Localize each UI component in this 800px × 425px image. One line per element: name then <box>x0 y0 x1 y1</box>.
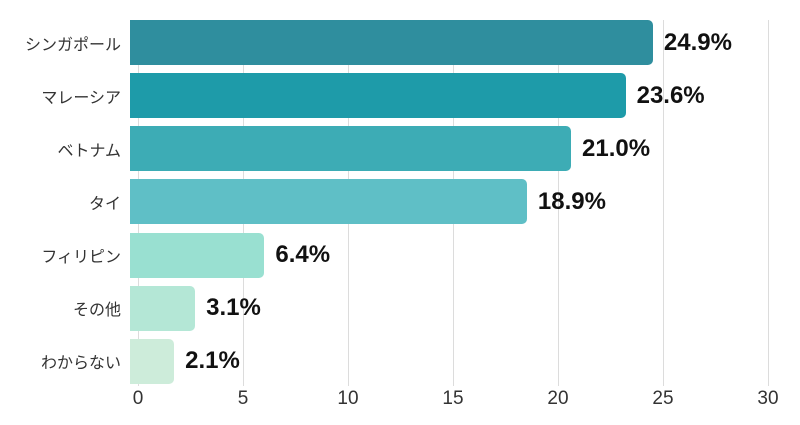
value-label: 18.9% <box>537 187 606 215</box>
category-label: ベトナム <box>57 142 121 160</box>
category-label: わからない <box>40 355 121 373</box>
bar <box>130 126 571 172</box>
bar-row: その他 3.1% <box>0 282 800 335</box>
value-label: 21.0% <box>582 134 651 162</box>
bar-track: 21.0% <box>130 126 760 172</box>
bar <box>130 232 265 278</box>
bar-row: フィリピン 6.4% <box>0 229 800 282</box>
gridline <box>768 20 769 386</box>
x-tick-label: 0 <box>132 388 144 409</box>
value-label: 3.1% <box>206 294 261 322</box>
x-tick-label: 20 <box>547 388 569 409</box>
category-label: シンガポール <box>24 36 121 54</box>
bar <box>130 179 527 225</box>
bar <box>130 73 626 119</box>
value-label: 23.6% <box>636 81 705 109</box>
rows: シンガポール 24.9% マレーシア 23.6% ベトナム 21.0% タイ 18.9% フィリ… <box>0 16 800 388</box>
category-label: マレーシア <box>41 89 121 107</box>
bar-track: 23.6% <box>130 73 760 119</box>
bar-row: シンガポール 24.9% <box>0 16 800 69</box>
value-label: 2.1% <box>185 347 240 375</box>
x-axis: 0 5 10 15 20 25 30 <box>0 386 800 418</box>
bar-row: タイ 18.9% <box>0 175 800 228</box>
bar-track: 24.9% <box>130 20 760 66</box>
gridline <box>558 20 559 386</box>
bar-track: 6.4% <box>130 232 760 278</box>
bar <box>130 285 196 331</box>
gridline <box>663 20 664 386</box>
x-tick-label: 10 <box>337 388 359 409</box>
bar-row: ベトナム 21.0% <box>0 122 800 175</box>
x-tick-label: 25 <box>652 388 674 409</box>
bar-row: マレーシア 23.6% <box>0 69 800 122</box>
bar <box>130 20 653 66</box>
bar <box>130 338 175 384</box>
x-tick-label: 5 <box>237 388 249 409</box>
bar-track: 18.9% <box>130 179 760 225</box>
value-label: 24.9% <box>663 28 732 56</box>
bar-track: 3.1% <box>130 285 760 331</box>
x-tick-label: 30 <box>757 388 779 409</box>
category-label: その他 <box>72 302 121 320</box>
bar-row: わからない 2.1% <box>0 335 800 388</box>
bar-track: 2.1% <box>130 338 760 384</box>
category-label: フィリピン <box>41 249 121 267</box>
value-label: 6.4% <box>275 241 331 269</box>
category-label: タイ <box>88 195 121 213</box>
x-tick-label: 15 <box>442 388 464 409</box>
